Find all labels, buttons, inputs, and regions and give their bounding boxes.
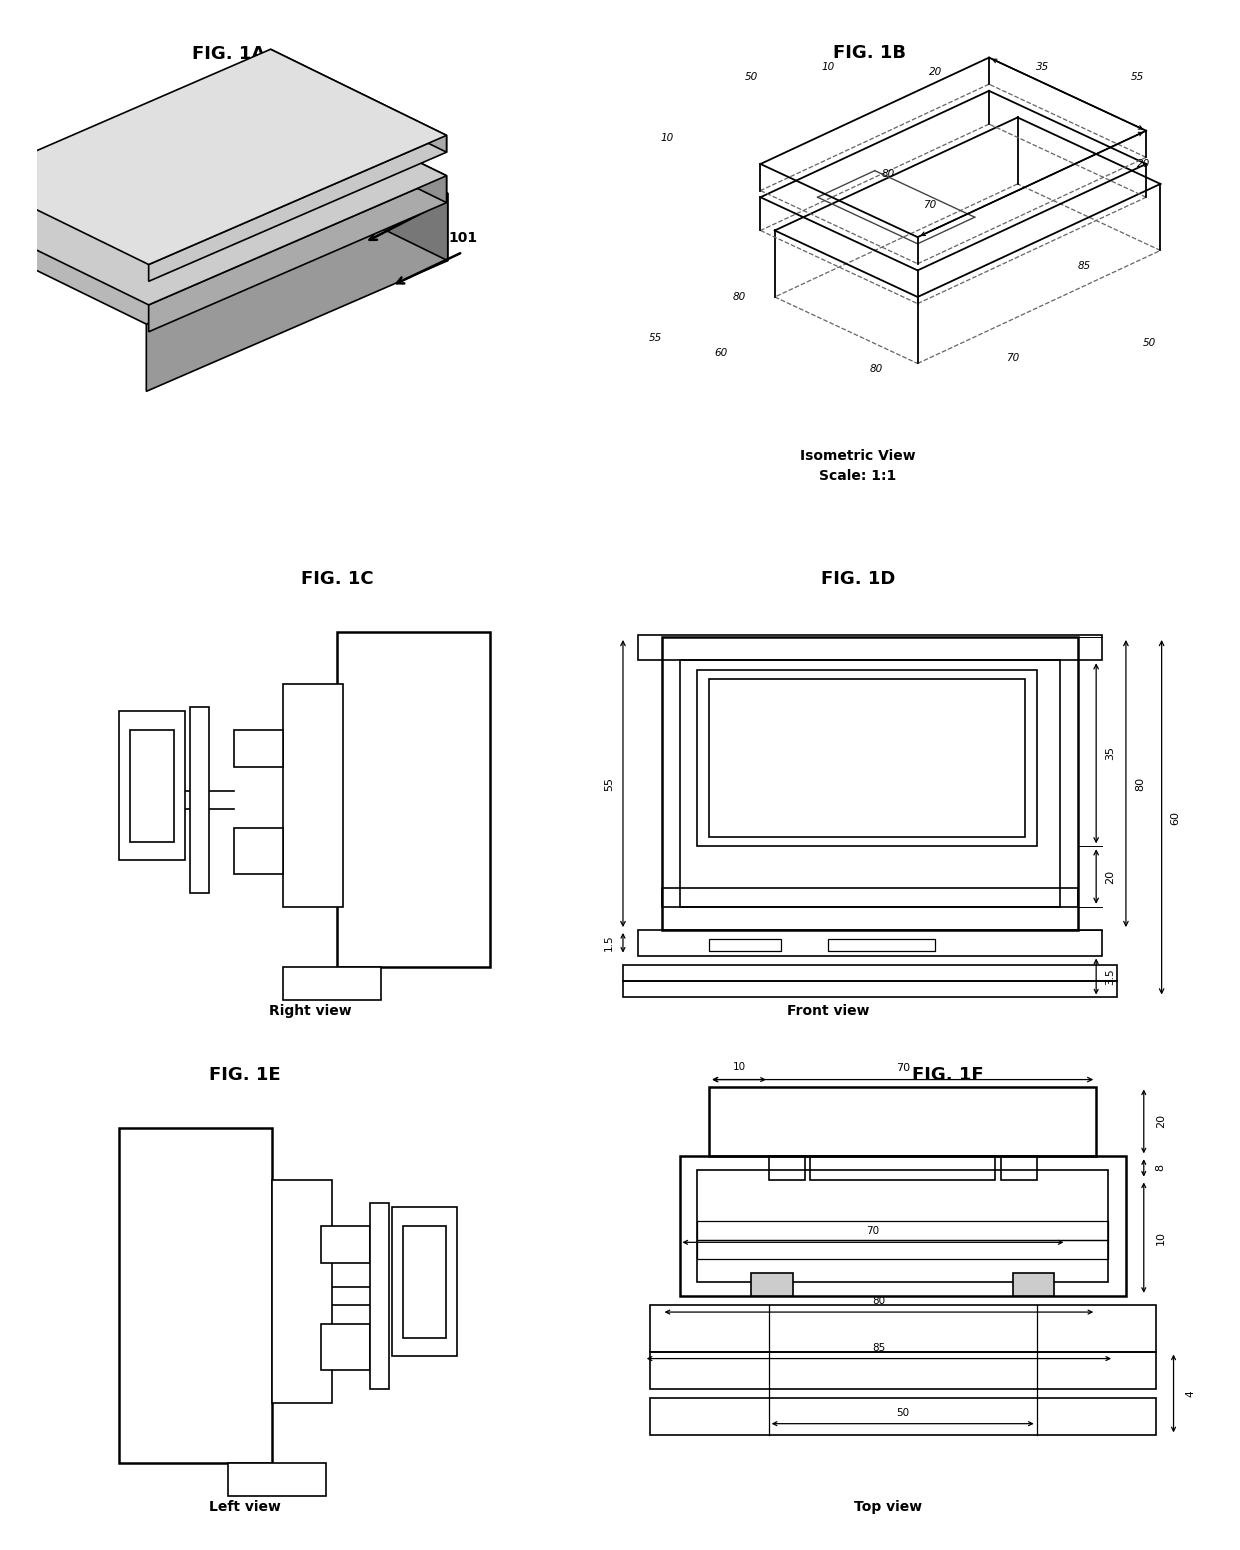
Text: 20: 20 xyxy=(1156,1114,1166,1128)
Polygon shape xyxy=(270,90,446,203)
Text: 50: 50 xyxy=(897,1407,909,1418)
Text: 103: 103 xyxy=(94,144,123,158)
Bar xyxy=(233,730,283,767)
Bar xyxy=(697,1170,1109,1282)
Text: 20: 20 xyxy=(1105,870,1115,883)
Text: 20: 20 xyxy=(1137,160,1151,169)
Bar xyxy=(622,981,1117,998)
Text: 55: 55 xyxy=(1131,71,1145,82)
Text: 1.5: 1.5 xyxy=(604,935,614,952)
Polygon shape xyxy=(270,50,446,152)
Text: 50: 50 xyxy=(1143,338,1157,349)
Text: 70: 70 xyxy=(867,1226,879,1237)
Text: 60: 60 xyxy=(1171,811,1180,826)
Text: 101: 101 xyxy=(448,231,477,245)
Bar xyxy=(370,1203,389,1389)
Bar xyxy=(321,1226,370,1263)
Text: FIG. 1A: FIG. 1A xyxy=(191,45,265,64)
Text: 55: 55 xyxy=(604,777,614,790)
Bar xyxy=(622,964,1117,981)
Bar xyxy=(709,1087,1096,1156)
Text: 4: 4 xyxy=(1185,1390,1195,1397)
Text: FIG. 1B: FIG. 1B xyxy=(833,43,906,62)
Bar xyxy=(283,684,342,907)
Bar xyxy=(321,1324,370,1370)
Text: 10: 10 xyxy=(822,62,835,71)
Text: 70: 70 xyxy=(895,1063,910,1073)
Text: Top view: Top view xyxy=(854,1500,921,1514)
Text: 80: 80 xyxy=(882,169,894,180)
Bar xyxy=(130,730,174,842)
Bar xyxy=(272,1180,332,1403)
Text: 10: 10 xyxy=(661,133,675,144)
Polygon shape xyxy=(149,135,446,282)
Text: 80: 80 xyxy=(1135,777,1145,790)
Text: 70: 70 xyxy=(1006,353,1019,363)
Polygon shape xyxy=(146,194,448,391)
Polygon shape xyxy=(0,116,448,324)
Bar xyxy=(283,967,381,1000)
Text: 55: 55 xyxy=(649,333,662,343)
Bar xyxy=(769,1156,805,1180)
Text: Front view: Front view xyxy=(787,1004,869,1018)
Bar xyxy=(1013,1273,1054,1296)
Bar xyxy=(403,1226,446,1338)
Text: 80: 80 xyxy=(733,291,745,302)
Bar xyxy=(650,1305,1156,1352)
Bar xyxy=(662,888,1079,907)
Text: FIG. 1D: FIG. 1D xyxy=(821,570,895,587)
Bar xyxy=(650,1352,1156,1389)
Text: FIG. 1C: FIG. 1C xyxy=(301,570,373,587)
Bar xyxy=(697,1240,1109,1259)
Bar xyxy=(119,711,185,860)
Bar xyxy=(709,939,781,950)
Polygon shape xyxy=(290,116,448,260)
Text: 10: 10 xyxy=(733,1062,745,1071)
Bar xyxy=(190,707,210,893)
Text: 80: 80 xyxy=(869,364,883,374)
Polygon shape xyxy=(107,170,330,270)
Bar xyxy=(697,670,1037,846)
Text: 20: 20 xyxy=(929,67,942,78)
Polygon shape xyxy=(0,50,446,265)
Text: Right view: Right view xyxy=(269,1004,351,1018)
Bar xyxy=(680,660,1060,907)
Polygon shape xyxy=(74,155,363,285)
Text: 35: 35 xyxy=(1105,746,1115,761)
Text: 85: 85 xyxy=(1078,262,1091,271)
Text: Isometric View
Scale: 1:1: Isometric View Scale: 1:1 xyxy=(800,449,916,482)
Bar xyxy=(751,1273,792,1296)
Text: 50: 50 xyxy=(744,71,758,82)
Bar xyxy=(337,632,490,967)
Text: 102: 102 xyxy=(415,188,445,202)
Bar xyxy=(119,1128,272,1463)
Polygon shape xyxy=(149,175,446,332)
Bar xyxy=(228,1463,326,1496)
Text: Left view: Left view xyxy=(208,1500,280,1514)
Polygon shape xyxy=(0,90,446,305)
Bar xyxy=(233,828,283,874)
Bar xyxy=(828,939,935,950)
Text: 80: 80 xyxy=(873,1296,885,1307)
Bar xyxy=(650,1398,1156,1435)
Bar xyxy=(637,930,1102,955)
Bar xyxy=(662,637,1079,930)
Text: 35: 35 xyxy=(1035,62,1049,71)
Bar xyxy=(637,636,1102,660)
Text: 70: 70 xyxy=(923,200,936,209)
Text: 3.5: 3.5 xyxy=(1105,969,1115,984)
Bar xyxy=(392,1207,458,1356)
Text: 8: 8 xyxy=(1156,1164,1166,1172)
Text: FIG. 1E: FIG. 1E xyxy=(208,1066,280,1083)
Text: 10: 10 xyxy=(1156,1231,1166,1245)
Bar xyxy=(697,1221,1109,1240)
Text: 85: 85 xyxy=(872,1342,885,1353)
Bar xyxy=(709,679,1024,837)
Text: 60: 60 xyxy=(714,349,728,358)
Bar xyxy=(1001,1156,1037,1180)
Bar xyxy=(680,1156,1126,1296)
Text: FIG. 1F: FIG. 1F xyxy=(911,1066,983,1083)
Bar xyxy=(811,1156,994,1180)
